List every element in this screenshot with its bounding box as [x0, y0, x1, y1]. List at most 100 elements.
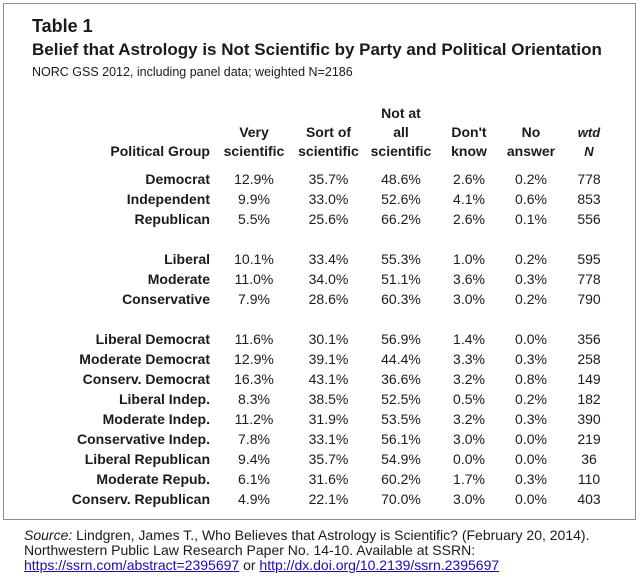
- cell-dk: 1.4%: [453, 331, 485, 347]
- cell-n: 356: [577, 331, 601, 347]
- cell-notat: 70.0%: [381, 491, 421, 507]
- table-row: Moderate 11.0% 34.0% 51.1% 3.6% 0.3% 778: [12, 269, 617, 289]
- source-citation: Source: Lindgren, James T., Who Believes…: [24, 527, 590, 573]
- cell-dk: 3.0%: [453, 291, 485, 307]
- ssrn-abstract-link[interactable]: https://ssrn.com/abstract=2395697: [24, 557, 240, 573]
- cell-notat: 52.5%: [381, 391, 421, 407]
- cell-dk: 3.0%: [453, 431, 485, 447]
- col-header-dk: Don't know: [451, 124, 487, 159]
- cell-sort: 39.1%: [308, 351, 349, 367]
- col-header-very: Very scientific: [223, 124, 285, 159]
- cell-notat: 54.9%: [381, 451, 421, 467]
- cell-group: Moderate Indep.: [102, 411, 210, 427]
- cell-n: 595: [577, 251, 601, 267]
- cell-sort: 28.6%: [308, 291, 349, 307]
- cell-n: 110: [577, 471, 601, 487]
- table-row: Independent 9.9% 33.0% 52.6% 4.1% 0.6% 853: [12, 189, 617, 209]
- cell-sort: 25.6%: [308, 211, 349, 227]
- cell-very: 11.0%: [234, 271, 274, 287]
- cell-notat: 56.9%: [381, 331, 421, 347]
- cell-very: 8.3%: [238, 391, 270, 407]
- cell-very: 5.5%: [238, 211, 270, 227]
- cell-sort: 31.9%: [308, 411, 349, 427]
- cell-n: 778: [577, 271, 601, 287]
- col-header-na: No answer: [506, 124, 556, 159]
- cell-very: 12.9%: [234, 171, 274, 187]
- cell-sort: 35.7%: [308, 171, 349, 187]
- cell-sort: 34.0%: [308, 271, 349, 287]
- cell-group: Conservative: [122, 291, 210, 307]
- table-row: Liberal 10.1% 33.4% 55.3% 1.0% 0.2% 595: [12, 249, 617, 269]
- col-header-sort: Sort of scientific: [298, 124, 359, 159]
- cell-n: 853: [577, 191, 601, 207]
- cell-group: Moderate Repub.: [96, 471, 210, 487]
- cell-n: 182: [577, 391, 601, 407]
- cell-notat: 66.2%: [381, 211, 421, 227]
- table-frame: Table 1 Belief that Astrology is Not Sci…: [3, 3, 636, 520]
- cell-very: 11.2%: [234, 411, 274, 427]
- cell-group: Republican: [134, 211, 210, 227]
- col-header-wtd: wtd N: [577, 125, 601, 159]
- cell-dk: 3.2%: [453, 411, 485, 427]
- col-header-notat: Not at all scientific: [370, 105, 432, 159]
- cell-dk: 0.5%: [453, 391, 485, 407]
- table-row: Conserv. Republican 4.9% 22.1% 70.0% 3.0% 0.0…: [12, 489, 617, 509]
- cell-very: 12.9%: [234, 351, 274, 367]
- cell-notat: 60.2%: [381, 471, 421, 487]
- cell-group: Liberal: [164, 251, 210, 267]
- cell-n: 258: [577, 351, 601, 367]
- cell-sort: 35.7%: [308, 451, 349, 467]
- cell-n: 390: [577, 411, 601, 427]
- cell-notat: 36.6%: [381, 371, 421, 387]
- cell-very: 9.9%: [238, 191, 270, 207]
- cell-sort: 33.0%: [308, 191, 349, 207]
- cell-notat: 53.5%: [381, 411, 421, 427]
- table-row: Republican 5.5% 25.6% 66.2% 2.6% 0.1% 556: [12, 209, 617, 229]
- table-row: Liberal Indep. 8.3% 38.5% 52.5% 0.5% 0.2% 182: [12, 389, 617, 409]
- cell-group: Democrat: [145, 171, 210, 187]
- cell-na: 0.3%: [515, 411, 547, 427]
- cell-notat: 48.6%: [381, 171, 421, 187]
- table-row: Moderate Repub. 6.1% 31.6% 60.2% 1.7% 0.3% 110: [12, 469, 617, 489]
- cell-group: Liberal Democrat: [95, 331, 210, 347]
- cell-notat: 44.4%: [381, 351, 421, 367]
- cell-group: Conserv. Republican: [71, 491, 210, 507]
- table-row: Liberal Republican 9.4% 35.7% 54.9% 0.0% 0.0%…: [12, 449, 617, 469]
- cell-sort: 33.1%: [308, 431, 349, 447]
- cell-notat: 51.1%: [381, 271, 421, 287]
- cell-very: 7.9%: [238, 291, 270, 307]
- doi-link[interactable]: http://dx.doi.org/10.2139/ssrn.2395697: [259, 557, 500, 573]
- cell-very: 10.1%: [234, 251, 274, 267]
- table-row: Moderate Indep. 11.2% 31.9% 53.5% 3.2% 0.3% 39…: [12, 409, 617, 429]
- cell-na: 0.0%: [515, 431, 547, 447]
- cell-group: Independent: [126, 191, 210, 207]
- table-title: Table 1: [32, 16, 93, 36]
- cell-na: 0.3%: [515, 471, 547, 487]
- cell-na: 0.0%: [515, 451, 547, 467]
- cell-group: Moderate Democrat: [79, 351, 210, 367]
- table-row: Conservative 7.9% 28.6% 60.3% 3.0% 0.2% 790: [12, 289, 617, 309]
- table-row: Conservative Indep. 7.8% 33.1% 56.1% 3.0% 0.0…: [12, 429, 617, 449]
- cell-notat: 56.1%: [381, 431, 421, 447]
- cell-dk: 4.1%: [453, 191, 485, 207]
- cell-group: Liberal Indep.: [118, 391, 210, 407]
- cell-na: 0.0%: [515, 331, 547, 347]
- cell-very: 7.8%: [238, 431, 270, 447]
- cell-dk: 2.6%: [453, 171, 485, 187]
- cell-notat: 55.3%: [381, 251, 421, 267]
- cell-group: Liberal Republican: [84, 451, 210, 467]
- cell-dk: 1.7%: [453, 471, 485, 487]
- cell-dk: 3.2%: [453, 371, 485, 387]
- cell-na: 0.3%: [515, 271, 547, 287]
- cell-sort: 43.1%: [308, 371, 349, 387]
- cell-group: Conservative Indep.: [76, 431, 210, 447]
- cell-n: 36: [581, 451, 597, 467]
- data-table: Political Group Very scientific Sort of sc…: [12, 104, 617, 509]
- cell-na: 0.8%: [515, 371, 547, 387]
- cell-group: Moderate: [147, 271, 210, 287]
- col-header-group: Political Group: [110, 143, 210, 159]
- cell-dk: 1.0%: [453, 251, 485, 267]
- table-subtitle: Belief that Astrology is Not Scientific …: [32, 40, 602, 59]
- cell-na: 0.1%: [515, 211, 547, 227]
- cell-n: 778: [577, 171, 601, 187]
